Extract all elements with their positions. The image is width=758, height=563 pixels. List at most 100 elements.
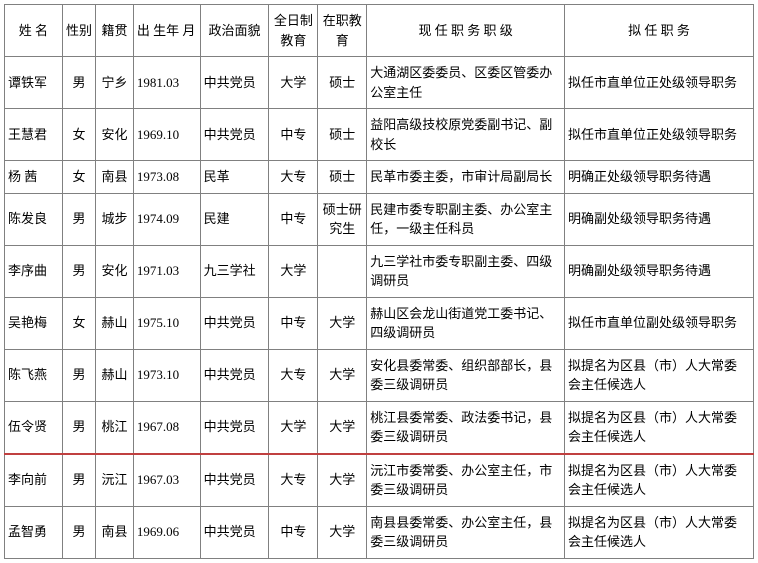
cell-party: 九三学社	[200, 245, 269, 297]
cell-edu2: 大学	[318, 506, 367, 558]
table-row: 李序曲男安化1971.03九三学社大学九三学社市委专职副主委、四级调研员明确副处…	[5, 245, 754, 297]
cell-edu2: 大学	[318, 349, 367, 401]
header-current: 现 任 职 务 职 级	[367, 5, 565, 57]
cell-edu1: 大专	[269, 349, 318, 401]
header-birth: 出 生年 月	[133, 5, 200, 57]
cell-birth: 1973.10	[133, 349, 200, 401]
table-row: 孟智勇男南县1969.06中共党员中专大学南县县委常委、办公室主任，县委三级调研…	[5, 506, 754, 558]
table-row: 吴艳梅女赫山1975.10中共党员中专大学赫山区会龙山街道党工委书记、四级调研员…	[5, 297, 754, 349]
table-row: 陈发良男城步1974.09民建中专硕士研究生民建市委专职副主委、办公室主任，一级…	[5, 193, 754, 245]
cell-edu2: 硕士	[318, 57, 367, 109]
cell-edu2: 硕士	[318, 109, 367, 161]
cell-proposed: 拟提名为区县（市）人大常委会主任候选人	[565, 506, 754, 558]
header-proposed: 拟 任 职 务	[565, 5, 754, 57]
table-row: 李向前男沅江1967.03中共党员大专大学沅江市委常委、办公室主任，市委三级调研…	[5, 454, 754, 507]
cell-edu2	[318, 245, 367, 297]
header-edu1: 全日制教育	[269, 5, 318, 57]
cell-edu1: 大学	[269, 245, 318, 297]
cell-current: 大通湖区委委员、区委区管委办公室主任	[367, 57, 565, 109]
cell-gender: 男	[62, 57, 95, 109]
cell-birth: 1967.08	[133, 401, 200, 454]
cell-origin: 南县	[96, 506, 134, 558]
cell-current: 桃江县委常委、政法委书记，县委三级调研员	[367, 401, 565, 454]
table-row: 谭铁军男宁乡1981.03中共党员大学硕士大通湖区委委员、区委区管委办公室主任拟…	[5, 57, 754, 109]
cell-proposed: 明确副处级领导职务待遇	[565, 245, 754, 297]
cell-origin: 赫山	[96, 297, 134, 349]
cell-birth: 1981.03	[133, 57, 200, 109]
cell-origin: 桃江	[96, 401, 134, 454]
cell-current: 南县县委常委、办公室主任，县委三级调研员	[367, 506, 565, 558]
cell-proposed: 明确正处级领导职务待遇	[565, 161, 754, 194]
cell-birth: 1973.08	[133, 161, 200, 194]
cell-origin: 安化	[96, 245, 134, 297]
cell-origin: 南县	[96, 161, 134, 194]
cell-gender: 男	[62, 401, 95, 454]
cell-party: 中共党员	[200, 454, 269, 507]
cell-party: 民革	[200, 161, 269, 194]
cell-gender: 女	[62, 109, 95, 161]
cell-edu2: 硕士研究生	[318, 193, 367, 245]
cell-proposed: 拟提名为区县（市）人大常委会主任候选人	[565, 454, 754, 507]
cell-gender: 女	[62, 297, 95, 349]
cell-name: 孟智勇	[5, 506, 63, 558]
cell-birth: 1969.10	[133, 109, 200, 161]
cell-gender: 男	[62, 193, 95, 245]
cell-name: 吴艳梅	[5, 297, 63, 349]
cell-origin: 沅江	[96, 454, 134, 507]
header-party: 政治面貌	[200, 5, 269, 57]
cell-current: 益阳高级技校原党委副书记、副校长	[367, 109, 565, 161]
cell-birth: 1974.09	[133, 193, 200, 245]
cell-birth: 1975.10	[133, 297, 200, 349]
cell-current: 安化县委常委、组织部部长，县委三级调研员	[367, 349, 565, 401]
cell-party: 中共党员	[200, 109, 269, 161]
cell-edu2: 大学	[318, 297, 367, 349]
cell-gender: 女	[62, 161, 95, 194]
cell-edu2: 大学	[318, 454, 367, 507]
cell-birth: 1967.03	[133, 454, 200, 507]
header-edu2: 在职教育	[318, 5, 367, 57]
table-row: 王慧君女安化1969.10中共党员中专硕士益阳高级技校原党委副书记、副校长拟任市…	[5, 109, 754, 161]
cell-proposed: 拟提名为区县（市）人大常委会主任候选人	[565, 349, 754, 401]
cell-proposed: 拟提名为区县（市）人大常委会主任候选人	[565, 401, 754, 454]
cell-edu1: 中专	[269, 193, 318, 245]
cell-party: 中共党员	[200, 297, 269, 349]
cell-edu1: 大专	[269, 454, 318, 507]
cell-proposed: 拟任市直单位正处级领导职务	[565, 57, 754, 109]
cell-current: 九三学社市委专职副主委、四级调研员	[367, 245, 565, 297]
cell-proposed: 拟任市直单位副处级领导职务	[565, 297, 754, 349]
cell-gender: 男	[62, 245, 95, 297]
cell-origin: 城步	[96, 193, 134, 245]
cell-edu1: 大专	[269, 161, 318, 194]
cell-edu2: 大学	[318, 401, 367, 454]
cell-name: 伍令贤	[5, 401, 63, 454]
personnel-table: 姓 名 性别 籍贯 出 生年 月 政治面貌 全日制教育 在职教育 现 任 职 务…	[4, 4, 754, 559]
cell-name: 陈发良	[5, 193, 63, 245]
cell-current: 赫山区会龙山街道党工委书记、四级调研员	[367, 297, 565, 349]
cell-name: 陈飞燕	[5, 349, 63, 401]
cell-birth: 1969.06	[133, 506, 200, 558]
table-body: 谭铁军男宁乡1981.03中共党员大学硕士大通湖区委委员、区委区管委办公室主任拟…	[5, 57, 754, 559]
header-origin: 籍贯	[96, 5, 134, 57]
cell-party: 中共党员	[200, 349, 269, 401]
cell-current: 民革市委主委，市审计局副局长	[367, 161, 565, 194]
header-gender: 性别	[62, 5, 95, 57]
table-row: 伍令贤男桃江1967.08中共党员大学大学桃江县委常委、政法委书记，县委三级调研…	[5, 401, 754, 454]
cell-edu1: 中专	[269, 109, 318, 161]
cell-gender: 男	[62, 349, 95, 401]
cell-edu1: 大学	[269, 57, 318, 109]
cell-party: 中共党员	[200, 506, 269, 558]
cell-party: 中共党员	[200, 401, 269, 454]
cell-party: 中共党员	[200, 57, 269, 109]
cell-name: 王慧君	[5, 109, 63, 161]
cell-name: 李向前	[5, 454, 63, 507]
cell-edu1: 大学	[269, 401, 318, 454]
cell-name: 杨 茜	[5, 161, 63, 194]
cell-name: 李序曲	[5, 245, 63, 297]
cell-current: 民建市委专职副主委、办公室主任，一级主任科员	[367, 193, 565, 245]
cell-edu1: 中专	[269, 506, 318, 558]
cell-gender: 男	[62, 506, 95, 558]
cell-gender: 男	[62, 454, 95, 507]
cell-party: 民建	[200, 193, 269, 245]
cell-birth: 1971.03	[133, 245, 200, 297]
cell-edu2: 硕士	[318, 161, 367, 194]
